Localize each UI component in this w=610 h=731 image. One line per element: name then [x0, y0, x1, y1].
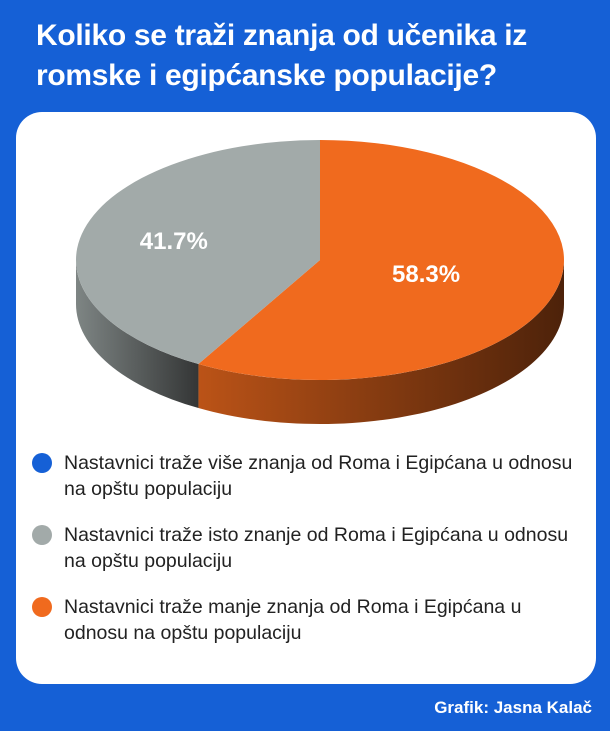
pie-chart: 58.3% 41.7% — [75, 140, 565, 424]
pie-slice-top — [198, 140, 565, 380]
chart-credit: Grafik: Jasna Kalač — [434, 698, 592, 717]
legend-swatch-icon — [32, 597, 52, 617]
pie-slice-top — [76, 140, 320, 365]
legend-label: Nastavnici traže isto znanje od Roma i E… — [64, 524, 569, 572]
pie-slice-label: 58.3% — [392, 261, 460, 288]
legend-label: Nastavnici traže manje znanja od Roma i … — [64, 596, 522, 644]
chart-legend: Nastavnici traže više znanja od Roma i E… — [32, 450, 588, 666]
pie-slice-side — [75, 260, 199, 409]
legend-swatch-icon — [32, 453, 52, 473]
chart-title: Koliko se traži znanja od učenika iz rom… — [36, 19, 527, 92]
legend-item: Nastavnici traže manje znanja od Roma i … — [32, 594, 588, 646]
pie-slice-side — [198, 260, 564, 424]
pie-side-group — [75, 260, 564, 424]
pie-slice-label: 41.7% — [140, 228, 208, 255]
legend-swatch-icon — [32, 525, 52, 545]
chart-card: 58.3% 41.7% Nastavnici traže više znanja … — [16, 112, 596, 684]
legend-item: Nastavnici traže više znanja od Roma i E… — [32, 450, 588, 502]
legend-item: Nastavnici traže isto znanje od Roma i E… — [32, 522, 588, 574]
legend-label: Nastavnici traže više znanja od Roma i E… — [64, 452, 573, 500]
